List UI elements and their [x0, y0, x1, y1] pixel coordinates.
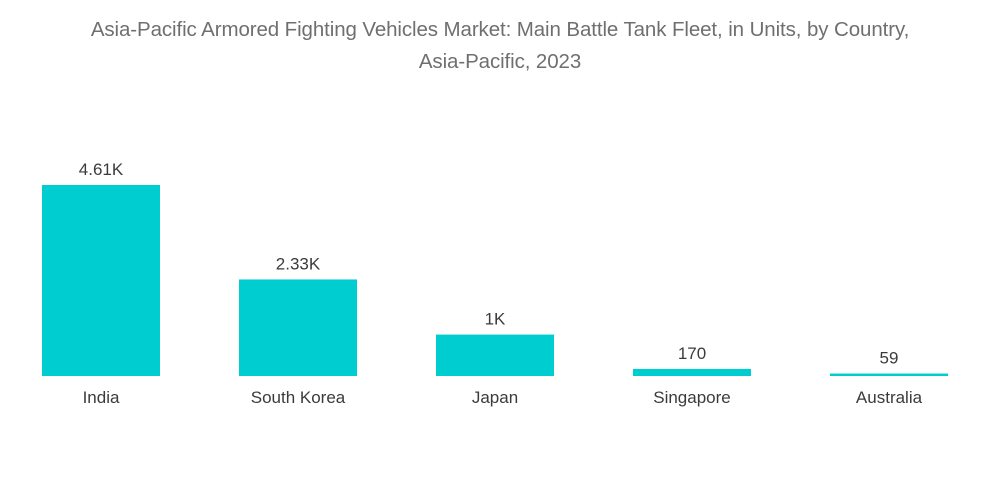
bar-singapore [633, 368, 751, 376]
bar-india [42, 185, 160, 376]
bar-japan [436, 334, 554, 376]
chart-title: Asia-Pacific Armored Fighting Vehicles M… [0, 14, 1000, 78]
category-label-japan: Japan [472, 388, 518, 407]
value-label-south-korea: 2.33K [276, 254, 321, 273]
value-label-india: 4.61K [79, 160, 124, 179]
value-label-australia: 59 [880, 349, 899, 368]
bar-south-korea [239, 279, 357, 376]
value-label-singapore: 170 [678, 344, 706, 363]
category-label-australia: Australia [856, 388, 923, 407]
category-label-south-korea: South Korea [251, 388, 346, 407]
bar-australia [830, 373, 948, 376]
value-label-japan: 1K [485, 310, 506, 329]
chart-title-line-1: Asia-Pacific Armored Fighting Vehicles M… [90, 18, 910, 41]
category-label-india: India [83, 388, 120, 407]
category-label-singapore: Singapore [653, 388, 731, 407]
chart-title-line-2: Asia-Pacific, 2023 [418, 50, 582, 73]
